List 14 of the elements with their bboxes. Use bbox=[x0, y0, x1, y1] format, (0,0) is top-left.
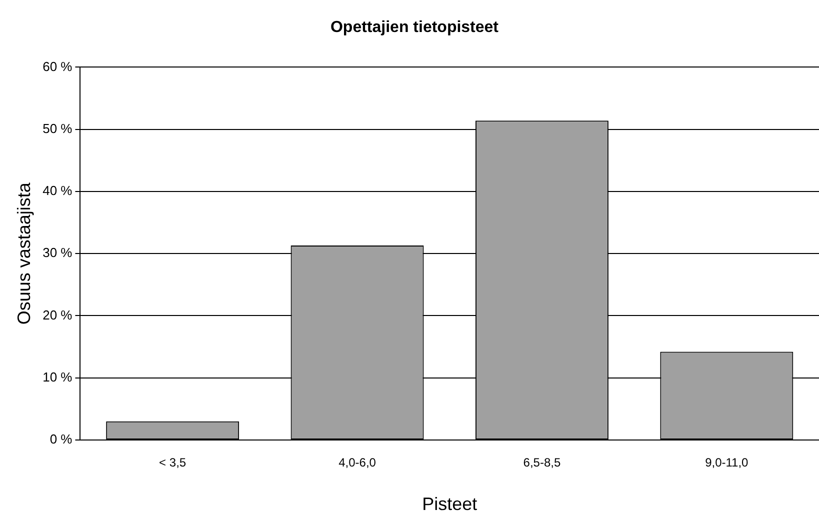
x-tick-label: 4,0-6,0 bbox=[338, 456, 376, 470]
x-axis-title: Pisteet bbox=[422, 494, 478, 514]
y-tick-label: 20 % bbox=[42, 307, 73, 322]
y-tick-label: 40 % bbox=[42, 183, 73, 198]
y-tick-label: 0 % bbox=[50, 432, 73, 447]
x-tick-label: 6,5-8,5 bbox=[523, 456, 561, 470]
x-tick-label: < 3,5 bbox=[159, 456, 186, 470]
y-tick-label: 10 % bbox=[42, 369, 73, 384]
y-tick-label: 60 % bbox=[42, 58, 73, 74]
x-tick-label: 9,0-11,0 bbox=[705, 456, 749, 470]
chart-title: Opettajien tietopisteet bbox=[330, 19, 500, 36]
y-tick-label: 30 % bbox=[42, 245, 73, 260]
y-tick-label: 50 % bbox=[42, 120, 73, 136]
y-axis-title: Osuus vastaajista bbox=[14, 182, 34, 325]
